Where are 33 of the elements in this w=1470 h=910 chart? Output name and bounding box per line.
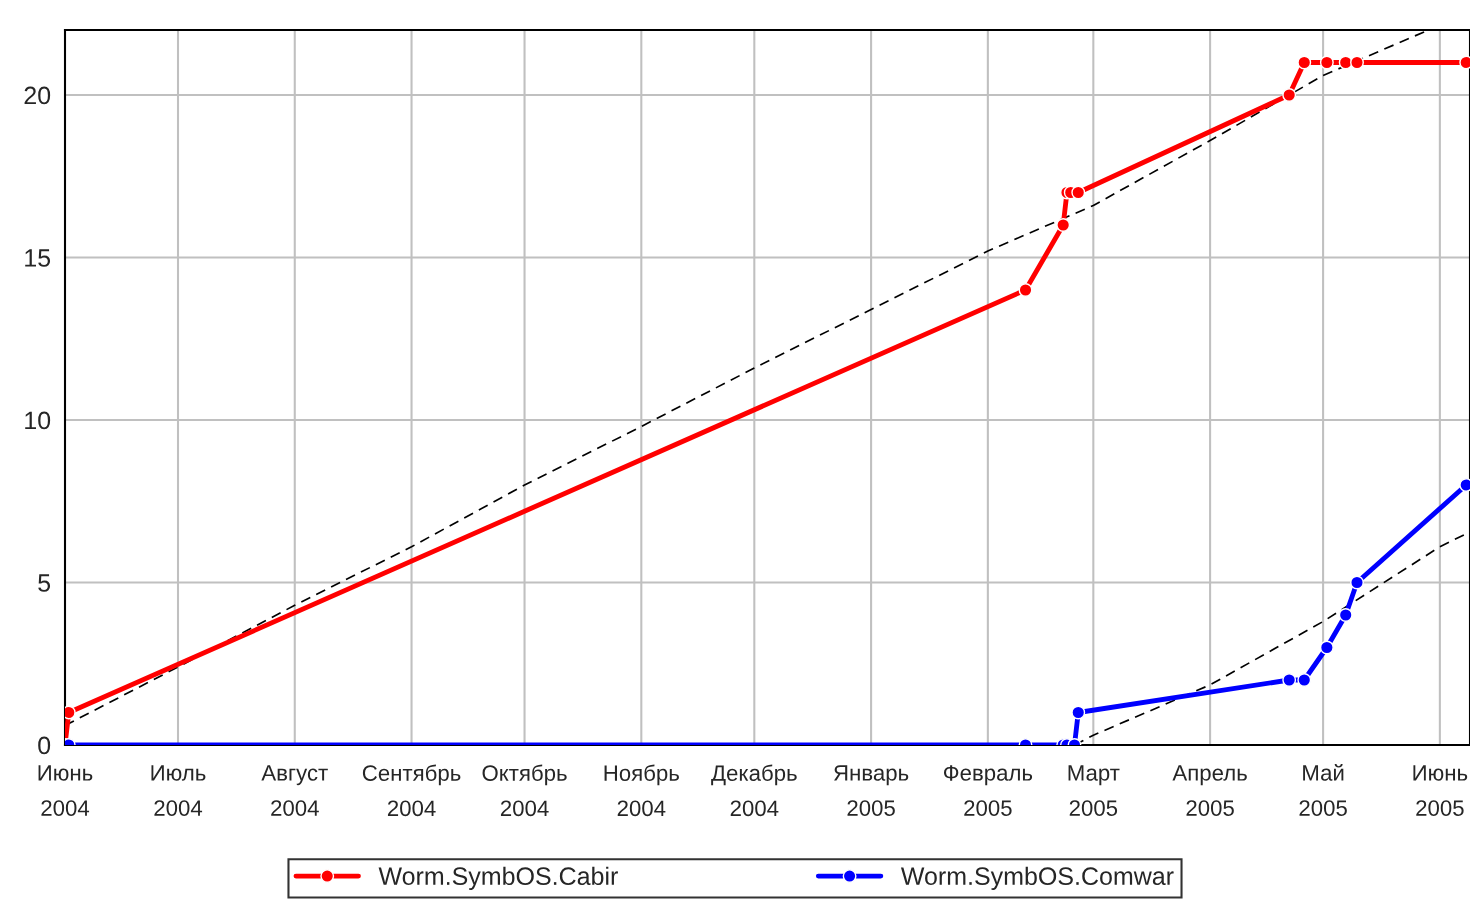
x-tick-label: Октябрь 2004 — [482, 764, 567, 817]
x-tick-label: Декабрь 2004 — [711, 764, 797, 817]
point — [1071, 705, 1086, 720]
x-tick-label: Июль 2004 — [151, 765, 206, 816]
x-tick-label: Март 2005 — [1068, 765, 1120, 816]
x-tick-label: Ноябрь 2004 — [604, 764, 679, 817]
point — [1297, 55, 1312, 70]
point — [1350, 55, 1364, 70]
point — [1282, 673, 1297, 687]
point — [1319, 640, 1334, 655]
x-tick-label: Февраль 2005 — [943, 765, 1033, 816]
legend-label: Worm.SymbOS.Comwar — [900, 866, 1174, 890]
x-tick-label: Май 2005 — [1299, 764, 1347, 816]
point — [1350, 575, 1364, 590]
point — [1282, 88, 1297, 102]
point — [1056, 218, 1071, 232]
x-tick-label: Июнь 2005 — [1413, 765, 1468, 816]
x-tick-label: Август 2004 — [261, 765, 328, 816]
x-tick-label: Июнь 2004 — [38, 765, 93, 816]
point — [1319, 55, 1334, 70]
point — [1071, 185, 1086, 200]
point — [1297, 673, 1312, 687]
x-tick-label: Апрель 2005 — [1172, 765, 1247, 816]
point — [1018, 283, 1033, 297]
point — [1338, 608, 1353, 622]
y-tick-label: 5 — [38, 574, 51, 592]
x-tick-label: Сентябрь 2004 — [362, 764, 461, 817]
y-tick-label: 20 — [24, 86, 51, 105]
x-tick-label: Январь 2005 — [834, 765, 909, 816]
y-tick-label: 10 — [25, 411, 51, 430]
y-tick-label: 0 — [38, 736, 51, 755]
y-tick-label: 15 — [25, 249, 51, 267]
legend-label: Worm.SymbOS.Cabir — [378, 866, 618, 890]
